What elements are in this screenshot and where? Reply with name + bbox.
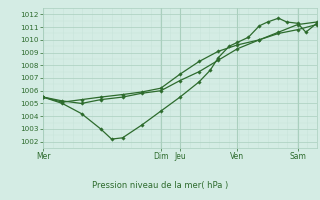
Text: Pression niveau de la mer( hPa ): Pression niveau de la mer( hPa ) <box>92 181 228 190</box>
